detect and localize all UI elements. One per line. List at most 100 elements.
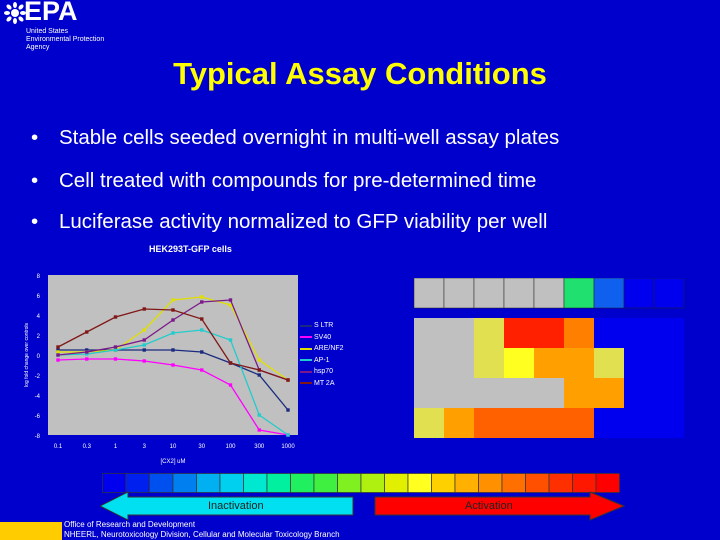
data-point xyxy=(257,358,261,362)
data-point xyxy=(56,348,60,352)
data-point xyxy=(200,350,204,354)
legend-entry: AP-1 xyxy=(300,355,344,367)
legend-entry: SV40 xyxy=(300,332,344,344)
x-tick-label: 100 xyxy=(225,444,236,450)
legend-label: ARE/NF2 xyxy=(314,345,344,352)
data-point xyxy=(171,318,175,322)
footer-line: Office of Research and Development xyxy=(64,520,196,529)
scale-swatch xyxy=(454,473,479,493)
y-tick-label: -6 xyxy=(35,414,41,420)
legend-entry: S LTR xyxy=(300,320,344,332)
heatmap-cell xyxy=(474,318,504,348)
heatmap-cell xyxy=(594,318,624,348)
y-tick-label: -4 xyxy=(35,394,41,400)
heatmap-cell xyxy=(564,408,594,438)
data-point xyxy=(171,348,175,352)
data-point xyxy=(113,345,118,349)
data-point xyxy=(171,308,175,312)
bullet-text: Cell treated with compounds for pre-dete… xyxy=(59,169,537,192)
heatmap-cell xyxy=(653,278,685,309)
legend-swatch xyxy=(300,347,312,350)
data-point xyxy=(113,348,118,352)
heatmap-cell xyxy=(624,318,654,348)
data-point xyxy=(56,358,60,362)
heatmap-cell xyxy=(624,408,654,438)
scale-swatch xyxy=(431,473,456,493)
bullet-item: • Luciferase activity normalized to GFP v… xyxy=(31,210,547,234)
heatmap-cell xyxy=(593,278,625,309)
data-point xyxy=(200,300,204,304)
bullet-dot-icon: • xyxy=(31,210,39,233)
scale-swatch xyxy=(478,473,503,493)
bullet-text: Stable cells seeded overnight in multi-w… xyxy=(59,126,560,149)
heatmap-cell xyxy=(564,378,594,408)
bullet-item: • Cell treated with compounds for pre-det… xyxy=(31,169,536,193)
data-point xyxy=(200,295,204,299)
legend-swatch xyxy=(300,324,312,327)
logo-subtitle-line: Environmental Protection xyxy=(26,36,105,43)
bullet-text: Luciferase activity normalized to GFP vi… xyxy=(59,210,548,233)
legend-label: SV40 xyxy=(314,333,332,341)
footer: Office of Research and Development NHEER… xyxy=(64,520,340,540)
data-point xyxy=(171,298,175,302)
x-tick-label: 3 xyxy=(143,444,147,450)
x-tick-label: 30 xyxy=(198,444,205,450)
data-point xyxy=(142,348,146,352)
bullet-dot-icon: • xyxy=(31,126,39,149)
scale-swatch xyxy=(548,473,573,493)
data-point xyxy=(286,408,290,412)
y-tick-label: 2 xyxy=(37,334,41,340)
data-point xyxy=(200,328,204,332)
footer-line: NHEERL, Neurotoxicology Division, Cellul… xyxy=(64,530,340,539)
data-point xyxy=(228,298,233,302)
logo-subtitle-line: Agency xyxy=(26,44,50,51)
data-point xyxy=(171,363,175,367)
heatmap-cell xyxy=(504,348,534,378)
chart-title: HEK293T-GFP cells xyxy=(149,244,232,254)
logo-subtitle-line: United States xyxy=(26,28,69,35)
legend-label: AP-1 xyxy=(314,356,330,364)
data-point xyxy=(286,378,290,382)
y-tick-label: -8 xyxy=(35,434,41,440)
data-point xyxy=(85,352,89,356)
data-point xyxy=(85,330,89,334)
data-point xyxy=(286,433,290,437)
legend-swatch xyxy=(300,370,312,373)
inactivation-arrow xyxy=(100,491,354,521)
y-tick-label: 4 xyxy=(37,314,41,320)
legend-entry: ARE/NF2 xyxy=(300,343,344,355)
heatmap-cell xyxy=(623,278,655,309)
activation-arrow xyxy=(374,491,625,521)
heatmap-cell xyxy=(444,408,474,438)
heatmap-cell xyxy=(504,318,534,348)
heatmap-cell xyxy=(534,408,564,438)
legend-entry: MT 2A xyxy=(300,378,344,390)
scale-swatch xyxy=(125,473,150,493)
scale-swatch xyxy=(290,473,315,493)
data-point xyxy=(257,373,261,377)
activation-label: Activation xyxy=(465,500,513,512)
x-tick-label: 10 xyxy=(170,444,177,450)
y-tick-label: 6 xyxy=(37,294,41,300)
data-point xyxy=(257,368,261,372)
heatmap-cell xyxy=(654,408,684,438)
heatmap-cell xyxy=(444,378,474,408)
bullet-item: • Stable cells seeded overnight in multi-… xyxy=(31,126,559,150)
bullet-dot-icon: • xyxy=(31,169,39,192)
heatmap-cell xyxy=(654,318,684,348)
heatmap-cell xyxy=(443,278,475,309)
legend-swatch xyxy=(300,359,312,362)
activation-arrows xyxy=(100,491,625,521)
scale-swatch xyxy=(266,473,291,493)
x-axis-label: [CX2] uM xyxy=(160,459,185,465)
heatmap-cell xyxy=(534,318,564,348)
x-tick-label: 0.1 xyxy=(54,444,63,450)
data-point xyxy=(228,338,233,342)
scale-swatch xyxy=(501,473,526,493)
heatmap-cell xyxy=(594,408,624,438)
x-tick-label: 0.3 xyxy=(83,444,92,450)
heatmap-cell xyxy=(534,378,564,408)
heatmap-cell xyxy=(594,378,624,408)
heatmap-cell xyxy=(474,348,504,378)
data-point xyxy=(113,357,118,361)
